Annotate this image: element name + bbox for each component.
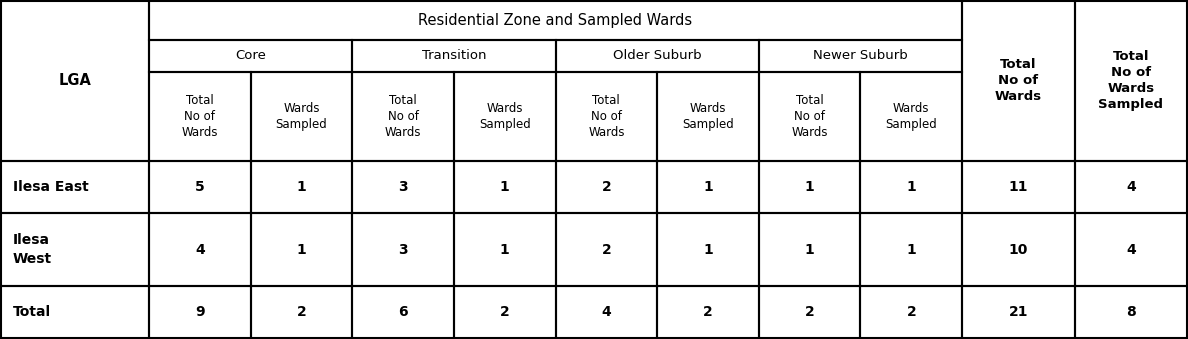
Bar [148,213,251,286]
Bar [251,286,353,338]
Bar [353,161,454,213]
Bar [353,286,454,338]
Text: 2: 2 [601,243,612,257]
Text: 10: 10 [1009,243,1028,257]
Text: 21: 21 [1009,305,1028,319]
Text: 1: 1 [906,180,916,194]
Bar [657,161,759,213]
Text: Residential Zone and Sampled Wards: Residential Zone and Sampled Wards [418,13,693,27]
Text: 1: 1 [906,243,916,257]
Bar [556,213,657,286]
Text: 6: 6 [398,305,407,319]
Text: Ilesa East: Ilesa East [13,180,88,194]
Bar [353,213,454,286]
Bar [148,161,251,213]
Bar [860,213,962,286]
Bar [962,161,1075,213]
Text: Total
No of
Wards: Total No of Wards [385,94,422,139]
Bar [454,213,556,286]
Text: 4: 4 [1126,180,1136,194]
Bar [556,286,657,338]
Text: Transition: Transition [422,49,486,62]
Text: 9: 9 [195,305,204,319]
Text: 3: 3 [398,180,407,194]
Bar [251,72,353,161]
Bar [860,286,962,338]
Bar [556,40,759,72]
Bar [1,1,148,161]
Text: 2: 2 [906,305,916,319]
Text: 1: 1 [703,180,713,194]
Text: Total
No of
Wards: Total No of Wards [994,58,1042,103]
Text: 5: 5 [195,180,204,194]
Bar [860,161,962,213]
Text: 1: 1 [297,180,307,194]
Bar [962,213,1075,286]
Bar [148,1,962,40]
Text: 1: 1 [804,180,815,194]
Bar [860,72,962,161]
Bar [759,72,860,161]
Text: Older Suburb: Older Suburb [613,49,701,62]
Text: 4: 4 [195,243,204,257]
Text: Core: Core [235,49,266,62]
Bar [454,72,556,161]
Bar [353,40,556,72]
Bar [556,72,657,161]
Bar [148,40,353,72]
Bar [353,72,454,161]
Bar [1,286,148,338]
Text: 1: 1 [500,243,510,257]
Text: 2: 2 [703,305,713,319]
Bar [148,72,251,161]
Text: 11: 11 [1009,180,1028,194]
Bar [556,161,657,213]
Bar [962,286,1075,338]
Text: Total
No of
Wards: Total No of Wards [791,94,828,139]
Bar [1075,286,1187,338]
Text: Wards
Sampled: Wards Sampled [276,102,328,131]
Text: Wards
Sampled: Wards Sampled [682,102,734,131]
Bar [1075,213,1187,286]
Text: Total
No of
Wards
Sampled: Total No of Wards Sampled [1099,51,1163,112]
Bar [1075,161,1187,213]
Text: 1: 1 [703,243,713,257]
Bar [1,213,148,286]
Text: 1: 1 [804,243,815,257]
Text: Wards
Sampled: Wards Sampled [479,102,531,131]
Text: 8: 8 [1126,305,1136,319]
Bar [759,213,860,286]
Text: Wards
Sampled: Wards Sampled [885,102,937,131]
Text: 1: 1 [500,180,510,194]
Text: LGA: LGA [58,73,91,88]
Bar [657,213,759,286]
Text: 2: 2 [601,180,612,194]
Text: Total
No of
Wards: Total No of Wards [182,94,219,139]
Text: Newer Suburb: Newer Suburb [813,49,908,62]
Text: 1: 1 [297,243,307,257]
Text: 2: 2 [500,305,510,319]
Bar [657,286,759,338]
Text: 4: 4 [1126,243,1136,257]
Text: 2: 2 [804,305,815,319]
Text: Ilesa
West: Ilesa West [13,234,52,266]
Bar [962,1,1075,161]
Bar [1,161,148,213]
Bar [251,161,353,213]
Bar [148,286,251,338]
Bar [759,286,860,338]
Text: 3: 3 [398,243,407,257]
Bar [454,161,556,213]
Text: Total
No of
Wards: Total No of Wards [588,94,625,139]
Text: Total: Total [13,305,51,319]
Bar [759,161,860,213]
Bar [251,213,353,286]
Bar [657,72,759,161]
Bar [1075,1,1187,161]
Text: 4: 4 [601,305,612,319]
Text: 2: 2 [297,305,307,319]
Bar [454,286,556,338]
Bar [759,40,962,72]
